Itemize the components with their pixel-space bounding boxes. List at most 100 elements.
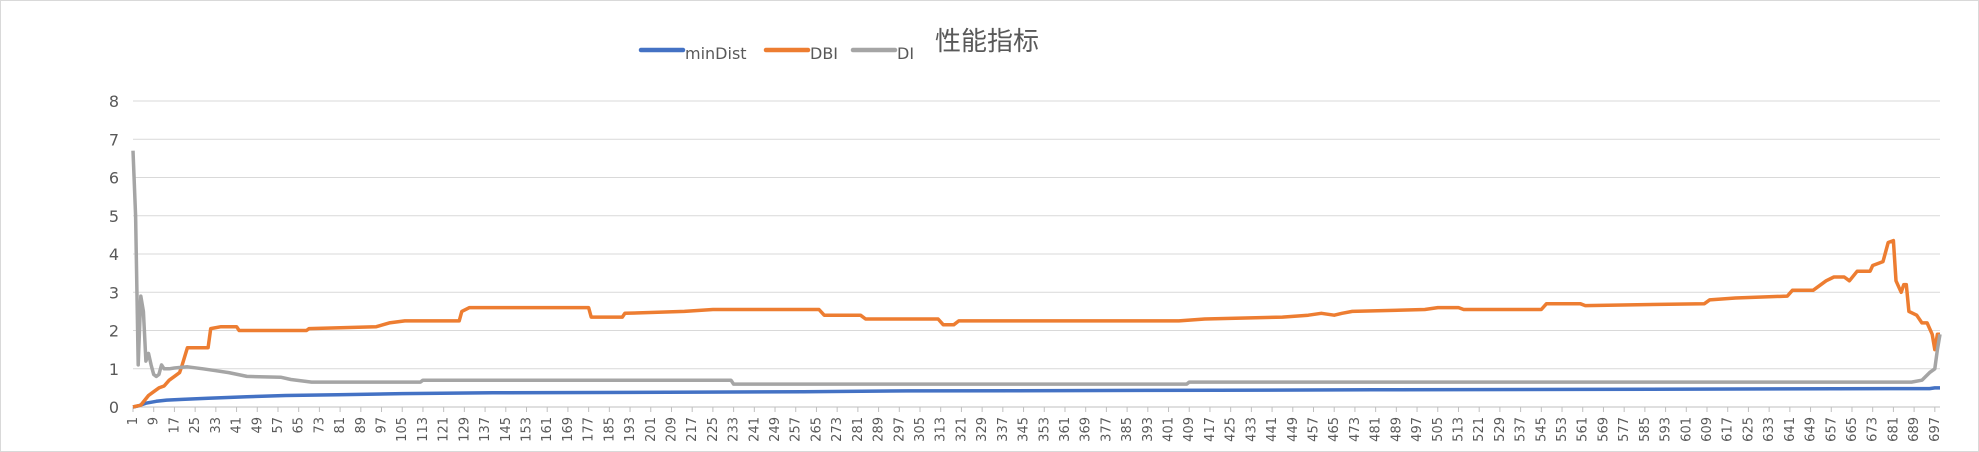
x-tick-label: 81 — [333, 417, 348, 434]
x-tick-label: 593 — [1659, 417, 1674, 442]
x-tick-label: 545 — [1534, 417, 1549, 442]
x-tick-label: 617 — [1721, 417, 1736, 442]
x-tick-label: 241 — [747, 417, 762, 442]
x-tick-label: 409 — [1182, 417, 1197, 442]
x-tick-label: 89 — [354, 417, 369, 434]
legend-label: DBI — [810, 44, 838, 63]
x-tick-label: 377 — [1099, 417, 1114, 442]
series-group — [131, 150, 1942, 409]
x-tick-label: 553 — [1555, 417, 1570, 442]
x-tick-label: 345 — [1017, 417, 1032, 442]
x-tick-label: 1 — [126, 417, 141, 425]
x-axis: 1 9 17 25 33 41 49 57 65 73 81 89 97 105 113 121 129 137 1… — [126, 407, 1943, 442]
x-tick-label: 169 — [561, 417, 576, 442]
x-tick-label: 153 — [520, 417, 535, 442]
y-tick-label: 5 — [109, 207, 119, 226]
x-tick-label: 121 — [437, 417, 452, 442]
x-tick-label: 561 — [1576, 417, 1591, 442]
x-tick-label: 9 — [147, 417, 162, 425]
x-tick-label: 161 — [540, 417, 555, 442]
y-tick-label: 1 — [109, 360, 119, 379]
chart-title: 性能指标 — [935, 27, 1039, 57]
x-tick-label: 209 — [664, 417, 679, 442]
x-tick-label: 97 — [375, 417, 390, 434]
x-tick-label: 633 — [1762, 417, 1777, 442]
x-tick-label: 649 — [1804, 417, 1819, 442]
y-axis: 0 1 2 3 4 5 6 7 8 — [109, 92, 119, 417]
x-tick-label: 201 — [644, 417, 659, 442]
x-tick-label: 513 — [1451, 417, 1466, 442]
y-tick-label: 6 — [109, 169, 119, 188]
x-tick-label: 521 — [1472, 417, 1487, 442]
y-tick-label: 0 — [109, 398, 119, 417]
y-tick-label: 4 — [109, 245, 119, 264]
x-tick-label: 385 — [1120, 417, 1135, 442]
series-line-mindist — [132, 386, 1940, 409]
x-tick-label: 337 — [996, 417, 1011, 442]
series-line-di — [131, 150, 1942, 386]
series-line-dbi — [132, 238, 1940, 409]
x-tick-label: 273 — [830, 417, 845, 442]
legend-label: DI — [897, 44, 914, 63]
x-tick-label: 481 — [1369, 417, 1384, 442]
x-tick-label: 329 — [975, 417, 990, 442]
x-tick-label: 321 — [954, 417, 969, 442]
x-tick-label: 41 — [230, 417, 245, 434]
x-tick-label: 641 — [1783, 417, 1798, 442]
x-tick-label: 33 — [209, 417, 224, 434]
x-tick-label: 401 — [1162, 417, 1177, 442]
x-tick-label: 625 — [1741, 417, 1756, 442]
x-tick-label: 225 — [706, 417, 721, 442]
x-tick-label: 145 — [499, 417, 514, 442]
x-tick-label: 281 — [851, 417, 866, 442]
x-tick-label: 105 — [395, 417, 410, 442]
x-tick-label: 65 — [292, 417, 307, 434]
x-tick-label: 137 — [478, 417, 493, 442]
x-tick-label: 585 — [1638, 417, 1653, 442]
x-tick-label: 249 — [768, 417, 783, 442]
x-tick-label: 689 — [1907, 417, 1922, 442]
x-tick-label: 505 — [1431, 417, 1446, 442]
x-tick-label: 289 — [872, 417, 887, 442]
x-tick-label: 665 — [1845, 417, 1860, 442]
x-tick-label: 417 — [1203, 417, 1218, 442]
y-tick-label: 3 — [109, 283, 119, 302]
x-tick-label: 265 — [809, 417, 824, 442]
x-tick-label: 433 — [1244, 417, 1259, 442]
x-tick-label: 17 — [167, 417, 182, 434]
x-tick-label: 57 — [271, 417, 286, 434]
x-tick-label: 601 — [1679, 417, 1694, 442]
x-tick-label: 113 — [416, 417, 431, 442]
x-tick-label: 369 — [1079, 417, 1094, 442]
x-tick-label: 353 — [1037, 417, 1052, 442]
x-tick-label: 465 — [1327, 417, 1342, 442]
x-tick-label: 25 — [188, 417, 203, 434]
x-tick-label: 673 — [1866, 417, 1881, 442]
x-tick-label: 361 — [1058, 417, 1073, 442]
x-tick-label: 393 — [1141, 417, 1156, 442]
x-tick-label: 489 — [1389, 417, 1404, 442]
x-tick-label: 609 — [1700, 417, 1715, 442]
x-tick-label: 497 — [1410, 417, 1425, 442]
y-tick-label: 2 — [109, 322, 119, 341]
x-tick-label: 233 — [727, 417, 742, 442]
x-tick-label: 305 — [913, 417, 928, 442]
legend: minDist DBI DI — [638, 44, 914, 63]
x-tick-label: 577 — [1617, 417, 1632, 442]
x-tick-label: 185 — [602, 417, 617, 442]
x-tick-label: 313 — [934, 417, 949, 442]
x-tick-label: 217 — [685, 417, 700, 442]
x-tick-label: 257 — [789, 417, 804, 442]
y-tick-label: 8 — [109, 92, 119, 111]
legend-label: minDist — [685, 44, 747, 63]
x-tick-label: 529 — [1493, 417, 1508, 442]
y-tick-label: 7 — [109, 130, 119, 149]
x-tick-label: 193 — [623, 417, 638, 442]
x-tick-label: 73 — [312, 417, 327, 434]
grid — [133, 100, 1940, 408]
x-tick-label: 129 — [457, 417, 472, 442]
x-tick-label: 177 — [582, 417, 597, 442]
x-tick-label: 473 — [1348, 417, 1363, 442]
